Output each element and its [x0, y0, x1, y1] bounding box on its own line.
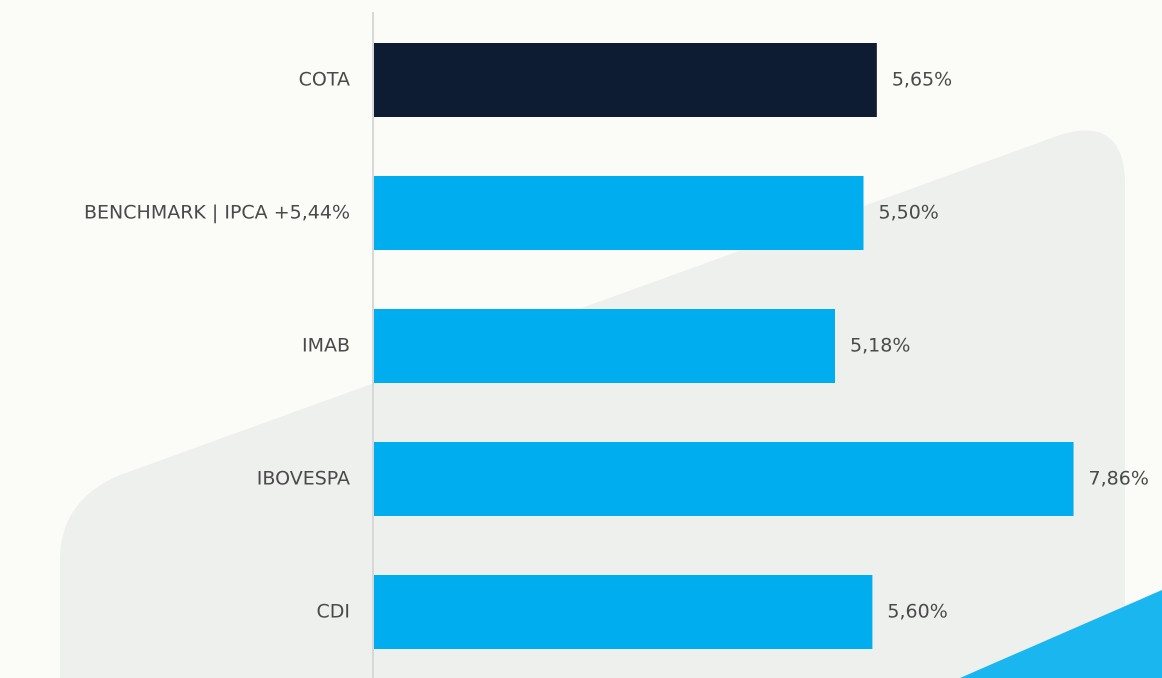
value-label: 5,18% [850, 335, 910, 357]
background-shape [60, 130, 1125, 678]
bar [374, 442, 1074, 516]
accent-shape [960, 590, 1162, 678]
bar [374, 43, 877, 117]
category-label: IMAB [302, 335, 350, 357]
category-label: CDI [316, 601, 350, 623]
bar [374, 575, 873, 649]
bar [374, 176, 864, 250]
value-label: 5,60% [887, 601, 947, 623]
value-label: 5,50% [879, 202, 939, 224]
value-label: 5,65% [892, 69, 952, 91]
bar [374, 309, 836, 383]
category-label: IBOVESPA [257, 468, 350, 490]
category-label: BENCHMARK | IPCA +5,44% [84, 202, 350, 224]
category-label: COTA [299, 69, 350, 91]
value-label: 7,86% [1089, 468, 1149, 490]
